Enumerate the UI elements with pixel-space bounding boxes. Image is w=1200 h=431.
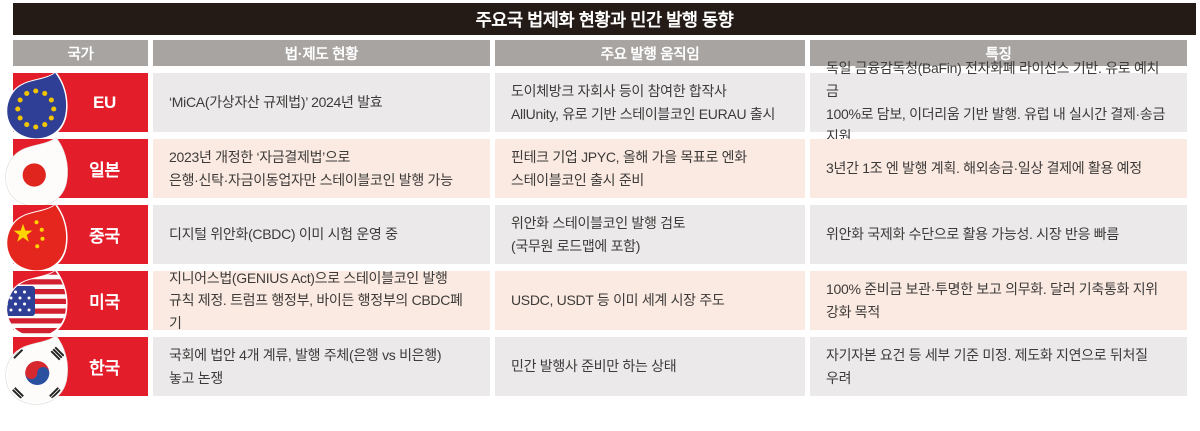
features-cell-korea: 자기자본 요건 등 세부 기준 미정. 제도화 지연으로 뒤처질 우려 (810, 337, 1187, 396)
country-cell-korea: 한국 (5, 334, 148, 405)
issuance-cell-eu: 도이체방크 자회사 등이 참여한 합작사 AllUnity, 유로 기반 스테이… (495, 73, 805, 132)
usa-flag-icon (5, 269, 68, 339)
korea-flag-icon (5, 334, 68, 405)
law-cell-korea: 국회에 법안 4개 계류, 발행 주체(은행 vs 비은행) 놓고 논쟁 (153, 337, 490, 396)
law-cell-eu: ‘MiCA(가상자산 규제법)’ 2024년 발효 (153, 73, 490, 132)
country-cell-japan: 일본 (5, 136, 148, 207)
issuance-cell-japan: 핀테크 기업 JPYC, 올해 가을 목표로 엔화 스테이블코인 출시 준비 (495, 139, 805, 198)
features-cell-china: 위안화 국제화 수단으로 활용 가능성. 시장 반응 빠름 (810, 205, 1187, 264)
law-cell-china: 디지털 위안화(CBDC) 이미 시험 운영 중 (153, 205, 490, 264)
country-cell-eu: EU (5, 71, 148, 141)
country-label: 한국 (89, 359, 120, 378)
column-header-country: 국가 (13, 40, 148, 66)
issuance-cell-usa: USDC, USDT 등 이미 세계 시장 주도 (495, 271, 805, 330)
infographic: 주요국 법제화 현황과 민간 발행 동향 국가 법·제도 현황 주요 발행 움직… (5, 3, 1196, 405)
issuance-cell-china: 위안화 스테이블코인 발행 검토 (국무원 로드맵에 포함) (495, 205, 805, 264)
page-title: 주요국 법제화 현황과 민간 발행 동향 (475, 9, 734, 30)
country-label: 미국 (89, 293, 120, 312)
country-label: 중국 (89, 227, 120, 246)
eu-flag-icon (5, 71, 68, 141)
country-label: EU (92, 92, 117, 112)
law-cell-japan: 2023년 개정한 ‘자금결제법’으로 은행·신탁·자금이동업자만 스테이블코인… (153, 139, 490, 198)
law-cell-usa: 지니어스법(GENIUS Act)으로 스테이블코인 발행 규칙 제정. 트럼프… (153, 270, 490, 331)
column-header-law: 법·제도 현황 (153, 40, 490, 66)
country-label: 일본 (89, 161, 120, 180)
features-cell-usa: 100% 준비금 보관·투명한 보고 의무화. 달러 기축통화 지위 강화 목적 (810, 271, 1187, 330)
country-comparison-table: 국가 법·제도 현황 주요 발행 움직임 특징 E (5, 40, 1187, 405)
country-cell-china: 중국 (5, 203, 148, 273)
features-cell-eu: 독일 금융감독청(BaFin) 전자화폐 라이선스 기반. 유로 예치금 100… (810, 60, 1187, 144)
column-header-features: 특징 (810, 40, 1187, 66)
country-cell-usa: 미국 (5, 269, 148, 339)
column-header-issuance: 주요 발행 움직임 (495, 40, 805, 66)
china-flag-icon (5, 203, 68, 273)
title-bar: 주요국 법제화 현황과 민간 발행 동향 (13, 3, 1196, 35)
japan-flag-icon (5, 136, 68, 207)
features-cell-japan: 3년간 1조 엔 발행 계획. 해외송금·일상 결제에 활용 예정 (810, 139, 1187, 198)
issuance-cell-korea: 민간 발행사 준비만 하는 상태 (495, 337, 805, 396)
